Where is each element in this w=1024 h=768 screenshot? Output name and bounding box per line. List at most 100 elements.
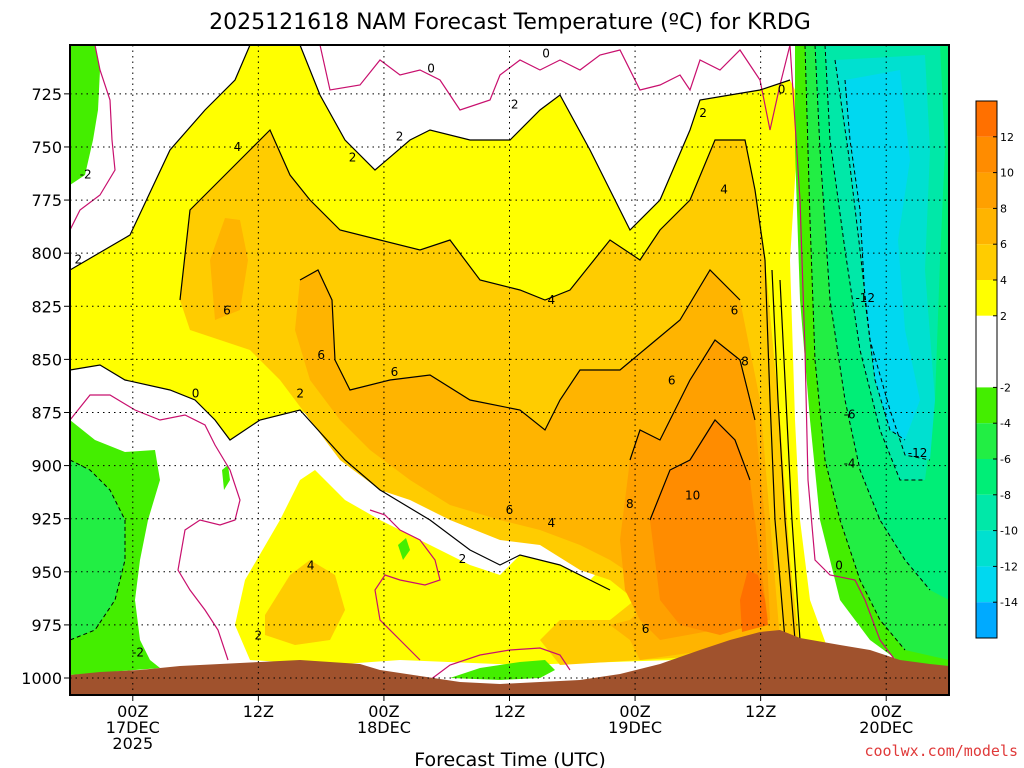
colorbar-band (976, 494, 997, 531)
colorbar-tick-label: -14 (1000, 596, 1018, 609)
contour-label: 0 (427, 61, 435, 75)
cold-region-right-minus14 (845, 70, 920, 440)
colorbar-tick-label: 8 (1000, 202, 1007, 215)
colorbar-band (976, 136, 997, 173)
contour-label: 0 (835, 558, 843, 572)
contour-label: -12 (855, 291, 875, 305)
contour-label: 4 (307, 558, 315, 572)
contour-label: 2 (296, 386, 304, 400)
dashed-contour-minus6 (814, 44, 931, 591)
contour-label: 4 (234, 140, 242, 154)
colorbar-tick-label: -6 (1000, 453, 1011, 466)
colorbar-band (976, 566, 997, 603)
y-axis: 725 750 775 800 825 850 875 900 925 950 975 1000 (21, 85, 70, 688)
y-tick-label: 925 (31, 510, 62, 529)
x-tick-label: 19DEC (608, 718, 662, 737)
contour-label: 6 (731, 304, 739, 318)
contour-label: 0 (778, 83, 786, 97)
cold-region-small-blob-2 (222, 465, 230, 490)
contour-label: 8 (626, 497, 634, 511)
colorbar-band (976, 530, 997, 567)
contour-label: 2 (349, 151, 357, 165)
x-tick-label: 00Z (368, 702, 399, 721)
contour-four-left (179, 128, 766, 301)
contour-two-lower (69, 364, 611, 591)
contour-label: 2 (699, 106, 707, 120)
contour-label: 6 (391, 365, 399, 379)
warm-region-12to14 (740, 570, 768, 632)
dashed-contour-minus4 (804, 44, 906, 651)
credit-text: coolwx.com/models (864, 742, 1018, 760)
contour-zero-lower-left (69, 394, 241, 661)
contour-eight (629, 339, 756, 461)
colorbar-tick-label: -8 (1000, 489, 1011, 502)
contour-label: -12 (908, 446, 928, 460)
contour-zero-mid (369, 509, 441, 661)
contour-label: 0 (192, 386, 200, 400)
colorbar-tick-label: -4 (1000, 417, 1011, 430)
y-tick-label: 1000 (21, 669, 62, 688)
y-tick-label: 725 (31, 85, 62, 104)
filled-temperature-regions (70, 45, 949, 680)
cold-region-left-lower-inner (70, 460, 125, 640)
contour-label: 2 (255, 629, 263, 643)
contour-label: 4 (548, 293, 556, 307)
contour-label: -6 (844, 408, 856, 422)
colorbar-band (976, 387, 997, 424)
y-tick-label: 975 (31, 616, 62, 635)
colorbar-tick-label: 2 (1000, 310, 1007, 323)
contour-label: -4 (844, 456, 856, 470)
y-tick-label: 825 (31, 297, 62, 316)
x-tick-label: 12Z (745, 702, 776, 721)
y-tick-label: 750 (31, 138, 62, 157)
y-tick-label: 850 (31, 350, 62, 369)
dashed-contour-minus12 (844, 79, 906, 441)
contour-steep-front (764, 259, 801, 641)
contour-ten (649, 419, 751, 521)
colorbar-frame (975, 100, 998, 639)
contour-label: 6 (506, 503, 514, 517)
x-tick-label: 12Z (494, 702, 525, 721)
dashed-contour-minus8 (824, 44, 925, 481)
y-tick-label: 775 (31, 191, 62, 210)
x-tick-label: 17DEC (106, 718, 160, 737)
colorbar-band (976, 208, 997, 245)
contour-label: 6 (317, 348, 325, 362)
cold-dashed-contours (69, 44, 931, 651)
contour-zero-left-upper (69, 44, 116, 231)
warm-region-10to12 (650, 420, 768, 635)
plot-area: 0 0 0 2 2 2 2 -2 4 4 2 -12 6 4 6 6 6 8 6 0 2 -6 -12 -4 10 8 6 4 2 4 0 6… (69, 44, 950, 696)
colorbar-band (976, 101, 997, 137)
contour-label: 4 (720, 182, 728, 196)
terrain-surface (70, 630, 949, 695)
colorbar-band (976, 423, 997, 459)
colorbar-band (976, 280, 997, 316)
x-tick-label: 18DEC (357, 718, 411, 737)
contour-label: 6 (642, 622, 650, 636)
colorbar-tick-label: -2 (1000, 381, 1011, 394)
contour-six (299, 269, 741, 431)
grid (70, 45, 949, 695)
contour-label: 8 (741, 355, 749, 369)
contour-two-main (69, 44, 791, 271)
colorbar-tick-label: 6 (1000, 238, 1007, 251)
x-tick-label: 00Z (117, 702, 148, 721)
contour-labels: 0 0 0 2 2 2 2 -2 4 4 2 -12 6 4 6 6 6 8 6 0 2 -6 -12 -4 10 8 6 4 2 4 0 6… (75, 46, 928, 659)
colorbar-band (976, 602, 997, 638)
contour-label: 6 (223, 304, 231, 318)
x-axis-label: Forecast Time (UTC) (414, 749, 605, 768)
contour-label: 4 (548, 516, 556, 530)
cold-region-left-upper (70, 45, 100, 185)
contour-label: 2 (511, 97, 519, 111)
colorbar-band (976, 244, 997, 280)
y-tick-label: 800 (31, 244, 62, 263)
contour-label: 6 (668, 374, 676, 388)
contour-label: 2 (459, 552, 467, 566)
colorbar-tick-label: 10 (1000, 167, 1014, 180)
colorbar-band (976, 172, 997, 209)
y-tick-label: 950 (31, 563, 62, 582)
contour-label: 2 (396, 129, 404, 143)
colorbar-band (976, 459, 997, 495)
